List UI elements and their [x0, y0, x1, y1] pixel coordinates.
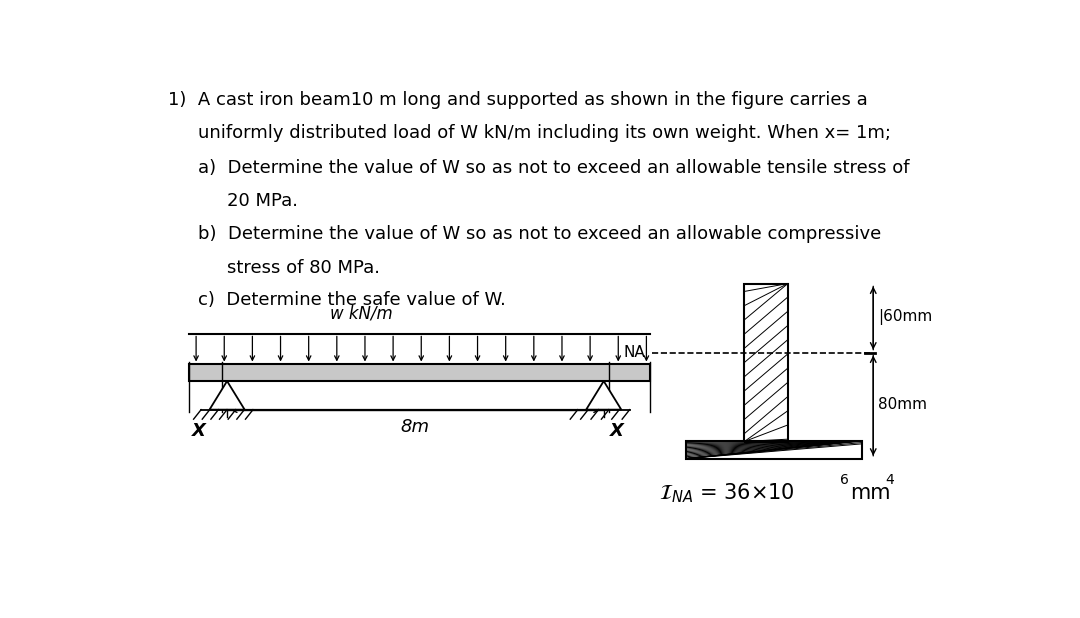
Text: 80mm: 80mm — [878, 397, 928, 412]
Text: |60mm: |60mm — [878, 309, 932, 325]
Text: b)  Determine the value of W so as not to exceed an allowable compressive: b) Determine the value of W so as not to… — [198, 226, 881, 243]
Text: stress of 80 MPa.: stress of 80 MPa. — [227, 259, 380, 277]
Text: 6: 6 — [840, 473, 849, 486]
Bar — [189, 365, 650, 381]
Polygon shape — [210, 381, 245, 410]
Text: uniformly distributed load of W kN/m including its own weight. When x= 1m;: uniformly distributed load of W kN/m inc… — [198, 124, 891, 142]
Text: 1)  A cast iron beam10 m long and supported as shown in the figure carries a: 1) A cast iron beam10 m long and support… — [168, 91, 868, 109]
Text: NA: NA — [624, 345, 646, 360]
Text: mm: mm — [850, 483, 890, 503]
Text: 20 MPa.: 20 MPa. — [227, 192, 298, 210]
Text: $\mathcal{I}_{NA}$ = 36×10: $\mathcal{I}_{NA}$ = 36×10 — [659, 481, 795, 505]
Text: a)  Determine the value of W so as not to exceed an allowable tensile stress of: a) Determine the value of W so as not to… — [198, 159, 909, 177]
Polygon shape — [586, 381, 621, 410]
Text: X: X — [192, 423, 206, 441]
Text: c)  Determine the safe value of W.: c) Determine the safe value of W. — [198, 290, 505, 308]
Text: 4: 4 — [885, 473, 894, 486]
Bar — [744, 284, 788, 441]
Text: 8m: 8m — [401, 418, 430, 436]
Bar — [686, 441, 862, 459]
Text: w kN/m: w kN/m — [329, 305, 392, 323]
Text: X: X — [610, 423, 624, 441]
